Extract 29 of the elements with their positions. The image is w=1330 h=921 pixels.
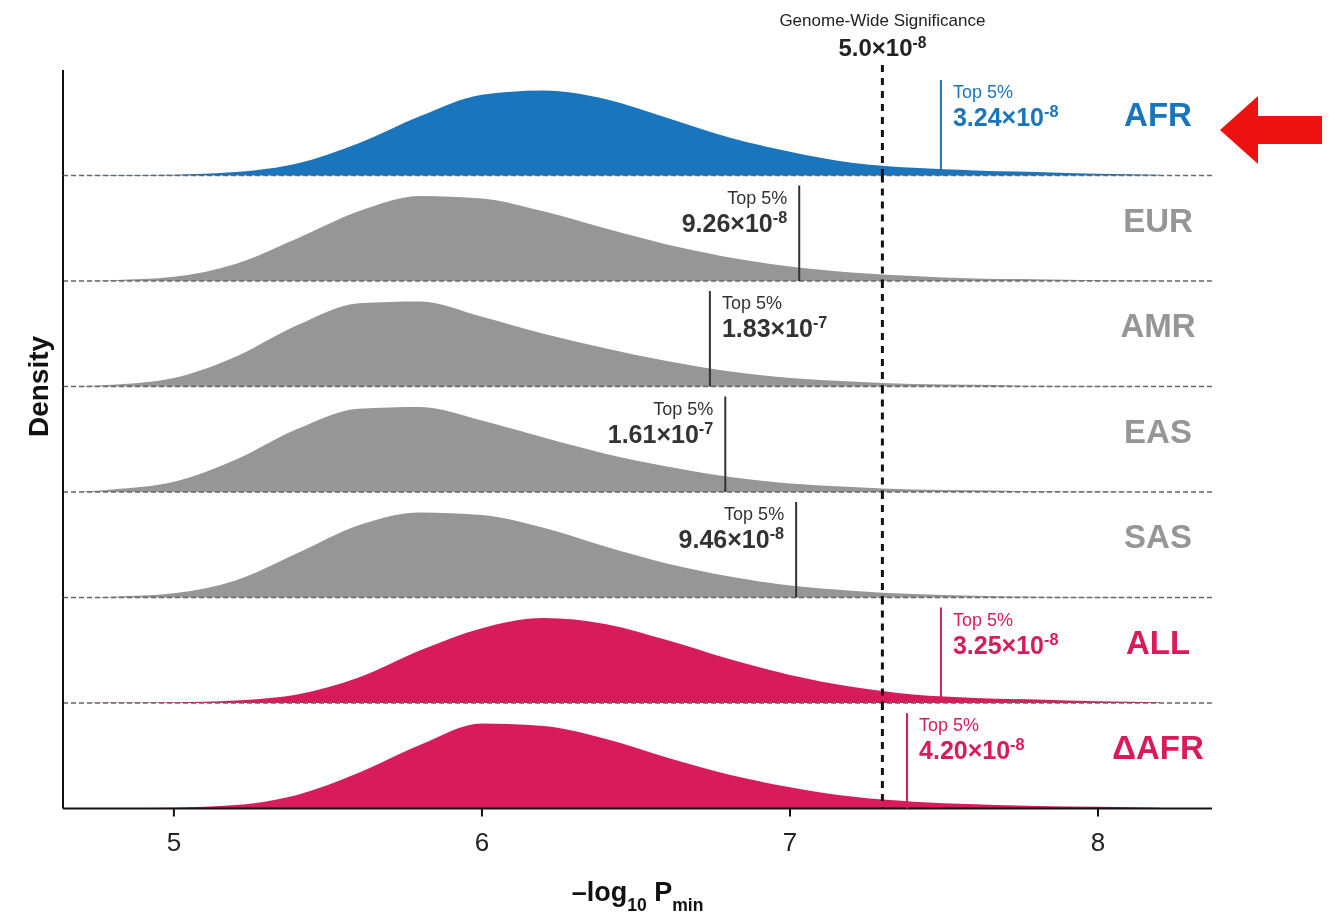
x-tick-label: 7 (782, 826, 798, 857)
ref-line-label: Genome-Wide Significance (779, 11, 986, 30)
annotation: 3.24×10$^{-8}$ (952, 102, 1059, 131)
series-label: ALL (1125, 623, 1191, 661)
annotation: 9.46×10$^{-8}$ (678, 524, 785, 553)
x-tick-label: 8 (1090, 826, 1106, 857)
series-label: AMR (1120, 307, 1196, 344)
x-tick-label: 5 (166, 826, 182, 857)
series-label: SAS (1124, 518, 1192, 555)
ref-line-label: Top 5% (721, 293, 782, 313)
ref-line-label: Top 5% (653, 398, 714, 419)
ref-line-label: Top 5% (727, 187, 788, 208)
x-axis-title: –log$_{10}$ P$_{min}$ (571, 876, 704, 915)
ref-line-label: Top 5% (724, 504, 785, 524)
series-label: ΔAFR (1112, 729, 1204, 766)
annotation: 3.25×10$^{-8}$ (952, 629, 1059, 659)
ref-line-label: Top 5% (952, 609, 1013, 630)
annotation: 9.26×10$^{-8}$ (681, 207, 788, 237)
annotation: 1.61×10$^{-7}$ (607, 418, 714, 448)
series-label: AFR (1124, 96, 1193, 133)
series-label: EUR (1123, 201, 1193, 239)
x-tick-label: 6 (474, 826, 490, 857)
y-axis-title: Density (23, 335, 54, 438)
ref-line-label: Top 5% (919, 715, 980, 735)
text: 5.0×10$^{-8}$ (838, 33, 927, 61)
ref-line-label: Top 5% (952, 82, 1013, 102)
series-label: EAS (1124, 412, 1192, 450)
annotation: 4.20×10$^{-8}$ (919, 735, 1025, 764)
annotation: 1.83×10$^{-7}$ (721, 313, 828, 342)
